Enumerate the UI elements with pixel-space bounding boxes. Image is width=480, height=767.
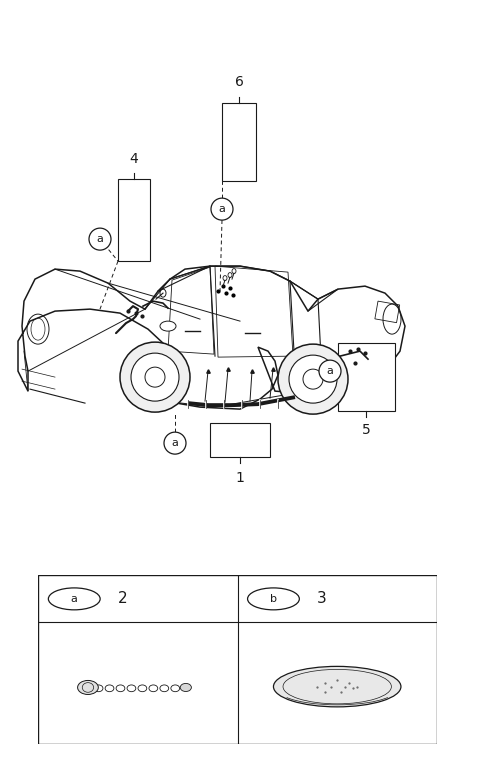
Text: a: a [326, 366, 334, 376]
Text: 3: 3 [317, 591, 327, 607]
Circle shape [131, 353, 179, 401]
Text: 6: 6 [235, 75, 243, 89]
Text: b: b [270, 594, 277, 604]
Text: a: a [71, 594, 78, 604]
Circle shape [319, 360, 341, 382]
Ellipse shape [180, 683, 192, 692]
Ellipse shape [274, 667, 401, 707]
Bar [118, 179, 150, 261]
Ellipse shape [160, 321, 176, 331]
Text: 5: 5 [361, 423, 371, 437]
Text: a: a [96, 234, 103, 244]
Text: a: a [218, 204, 226, 214]
Circle shape [89, 228, 111, 250]
Bar [210, 423, 270, 457]
Circle shape [278, 344, 348, 414]
Circle shape [211, 198, 233, 220]
Text: a: a [171, 438, 179, 448]
Bar [222, 103, 256, 181]
Circle shape [289, 355, 337, 403]
Text: 1: 1 [236, 471, 244, 485]
Circle shape [48, 588, 100, 610]
Text: 4: 4 [130, 152, 138, 166]
Text: 2: 2 [118, 591, 128, 607]
Circle shape [164, 432, 186, 454]
Circle shape [248, 588, 300, 610]
Bar [338, 343, 395, 411]
Circle shape [120, 342, 190, 412]
Ellipse shape [78, 680, 98, 694]
Bar [375, 301, 400, 323]
